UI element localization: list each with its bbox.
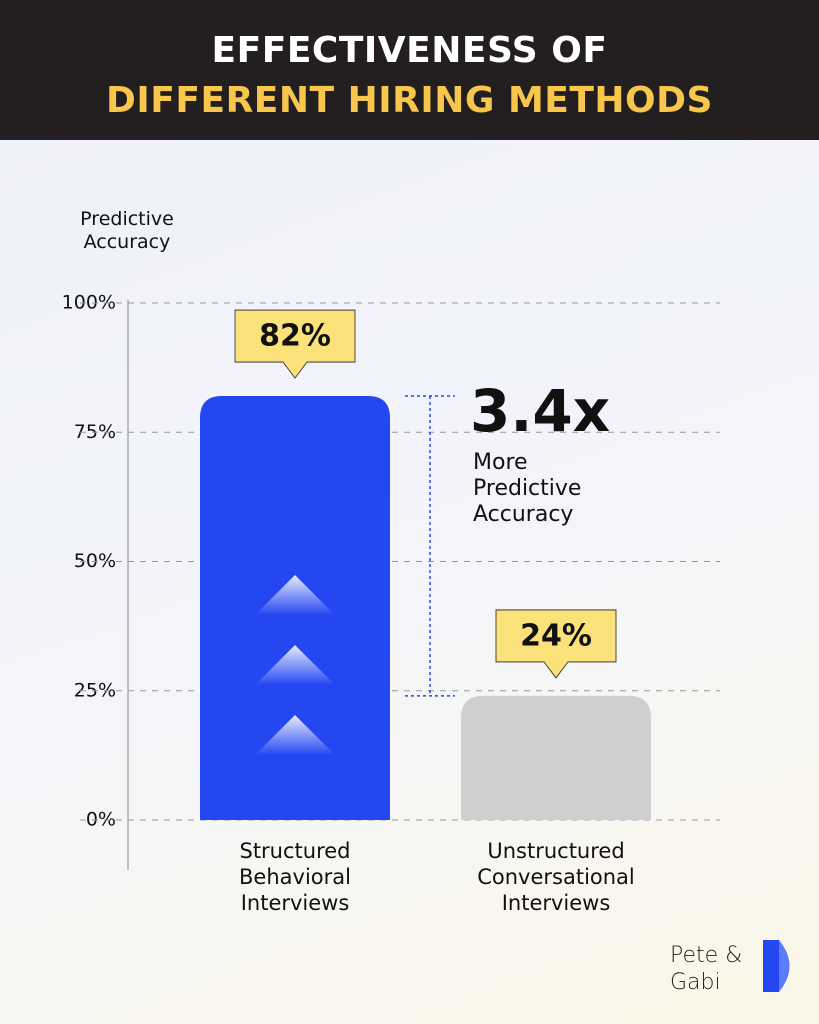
logo <box>779 940 790 992</box>
value-label: 24% <box>520 618 592 653</box>
title-line: EFFECTIVENESS OF <box>211 30 608 71</box>
annotation-value: 3.4x <box>470 377 610 445</box>
annotation-text: More Predictive Accuracy <box>473 450 582 527</box>
y-tick-label: 100% <box>62 292 116 314</box>
header: EFFECTIVENESS OF DIFFERENT HIRING METHOD… <box>0 0 819 140</box>
brand: Pete & Gabi <box>670 943 743 995</box>
value-callout <box>234 309 356 379</box>
x-tick-label: Unstructured Conversational Interviews <box>477 839 635 915</box>
y-tick-label: 0% <box>86 809 116 831</box>
chevron <box>255 645 335 685</box>
chevron <box>255 575 335 615</box>
bar <box>461 695 651 820</box>
chevron <box>255 715 335 755</box>
logo <box>763 940 779 992</box>
y-axis-label: Predictive Accuracy <box>80 208 174 253</box>
x-tick-label: Structured Behavioral Interviews <box>239 839 351 915</box>
title-line: DIFFERENT HIRING METHODS <box>106 80 713 121</box>
value-label: 82% <box>259 319 331 354</box>
value-callout <box>495 609 617 679</box>
bracket <box>405 395 455 697</box>
